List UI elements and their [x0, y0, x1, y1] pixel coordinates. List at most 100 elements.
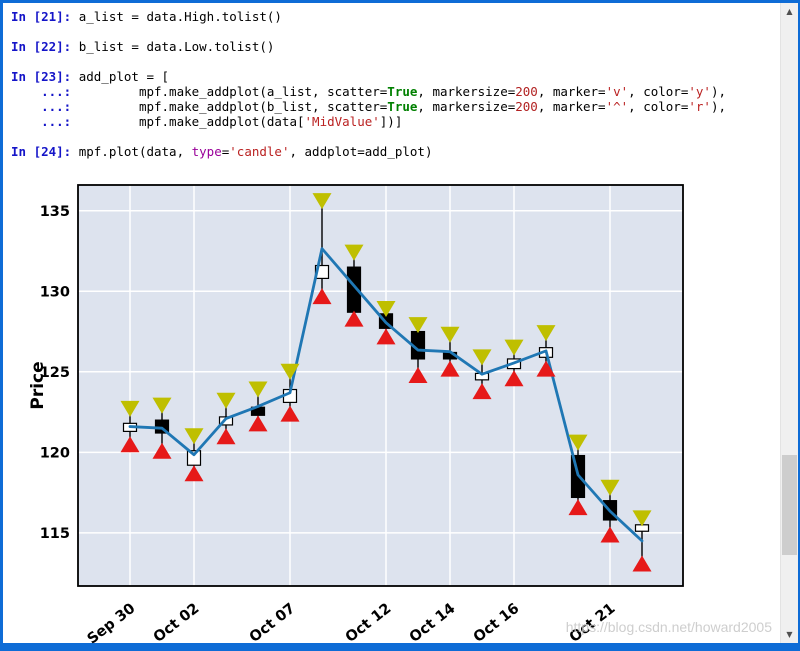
y-tick-label: 125	[40, 365, 70, 381]
code-segment: 200	[515, 84, 538, 99]
x-tick-label: Oct 16	[471, 601, 523, 645]
code-segment: , markersize=	[417, 99, 516, 114]
low-marker-icon	[216, 428, 236, 445]
high-marker-icon	[632, 510, 652, 527]
code-segment: =	[221, 144, 230, 159]
y-tick-label: 135	[40, 204, 70, 220]
code-segment: b_list = data.Low.tolist()	[78, 39, 275, 54]
watermark: https://blog.csdn.net/howard2005	[565, 619, 772, 635]
console-prompt: ...:	[11, 84, 79, 99]
high-marker-icon	[408, 317, 428, 334]
midvalue-line	[128, 247, 644, 543]
high-marker-icon	[440, 326, 460, 343]
low-marker-icon	[600, 526, 620, 543]
code-segment: ),	[710, 84, 726, 99]
y-tick-label: 130	[40, 284, 70, 300]
plot-border	[77, 184, 684, 587]
high-marker-icon	[216, 392, 236, 409]
code-segment: mpf.make_addplot(data[	[78, 114, 305, 129]
code-segment: True	[387, 84, 418, 99]
candle-body	[218, 416, 234, 426]
console-line: In [21]: a_list = data.High.tolist()	[11, 9, 776, 24]
code-segment: , color=	[628, 84, 689, 99]
code-segment: add_plot = [	[78, 69, 170, 84]
scrollbar-up-icon[interactable]: ▲	[786, 7, 793, 16]
high-marker-icon	[184, 428, 204, 445]
high-marker-icon	[376, 301, 396, 318]
x-tick-label: Oct 14	[407, 601, 459, 645]
console-line	[11, 24, 776, 39]
scrollbar-down-icon[interactable]: ▼	[786, 630, 793, 639]
high-marker-icon	[152, 397, 172, 414]
console-line: ...: mpf.make_addplot(data['MidValue'])]	[11, 114, 776, 129]
high-marker-icon	[568, 434, 588, 451]
console-prompt: In [23]:	[11, 69, 79, 84]
code-segment: a_list = data.High.tolist()	[78, 9, 282, 24]
x-tick-label: Oct 12	[343, 601, 395, 645]
candle-body	[186, 450, 202, 466]
scrollbar-thumb[interactable]	[782, 455, 797, 555]
console-line: ...: mpf.make_addplot(b_list, scatter=Tr…	[11, 99, 776, 114]
x-tick-label: Sep 30	[85, 601, 139, 645]
console-line: In [22]: b_list = data.Low.tolist()	[11, 39, 776, 54]
console-prompt: In [21]:	[11, 9, 79, 24]
candlestick-figure: 115 120 125 130 135 Sep 30 Oct 02 Oct 07 Oct 12 O…	[21, 175, 696, 645]
low-marker-icon	[120, 436, 140, 453]
low-marker-icon	[504, 370, 524, 387]
code-segment: 200	[515, 99, 538, 114]
console-line	[11, 129, 776, 144]
high-marker-icon	[344, 244, 364, 261]
code-segment: mpf.plot(data,	[78, 144, 192, 159]
code-segment: 'y'	[688, 84, 711, 99]
high-marker-icon	[280, 363, 300, 380]
low-marker-icon	[344, 310, 364, 327]
console-prompt: ...:	[11, 99, 79, 114]
code-segment: , marker=	[537, 84, 606, 99]
x-tick-label: Oct 07	[247, 601, 299, 645]
code-segment: ])]	[379, 114, 403, 129]
high-marker-icon	[600, 479, 620, 496]
code-segment: 'r'	[688, 99, 711, 114]
vertical-scrollbar[interactable]: ▲ ▼	[780, 3, 798, 643]
code-segment: ),	[710, 99, 726, 114]
y-tick-label: 120	[40, 445, 70, 461]
candlestick-chart: 115 120 125 130 135 Sep 30 Oct 02 Oct 07 Oct 12 O…	[28, 184, 684, 645]
console-line: In [23]: add_plot = [	[11, 69, 776, 84]
low-marker-icon	[184, 465, 204, 482]
low-marker-icon	[248, 415, 268, 432]
code-segment: True	[387, 99, 418, 114]
low-marker-icon	[632, 555, 652, 572]
low-marker-icon	[440, 360, 460, 377]
high-marker-icon	[536, 325, 556, 342]
console-prompt: In [22]:	[11, 39, 79, 54]
high-marker-icon	[312, 193, 332, 210]
low-marker-icon	[408, 367, 428, 384]
code-segment: , marker=	[537, 99, 606, 114]
low-marker-icon	[536, 360, 556, 377]
plot-area	[78, 185, 683, 586]
high-marker-icon	[504, 339, 524, 356]
code-segment: 'v'	[605, 84, 629, 99]
code-segment: 'MidValue'	[304, 114, 380, 129]
code-segment: mpf.make_addplot(b_list, scatter=	[78, 99, 388, 114]
low-marker-icon	[376, 328, 396, 345]
low-marker-icon	[312, 288, 332, 305]
high-marker-icon	[248, 381, 268, 398]
code-segment: type	[191, 144, 222, 159]
low-marker-icon	[568, 499, 588, 516]
low-marker-icon	[280, 405, 300, 422]
code-segment: 'candle'	[229, 144, 290, 159]
code-segment: , addplot=add_plot)	[289, 144, 433, 159]
code-segment: '^'	[605, 99, 629, 114]
console-line	[11, 54, 776, 69]
code-segment: , color=	[628, 99, 689, 114]
low-marker-icon	[152, 442, 172, 459]
console-line: ...: mpf.make_addplot(a_list, scatter=Tr…	[11, 84, 776, 99]
high-marker-icon	[120, 400, 140, 417]
x-tick-label: Oct 02	[151, 601, 203, 645]
code-segment: , markersize=	[417, 84, 516, 99]
console-prompt: ...:	[11, 114, 79, 129]
y-axis-label: Price	[28, 361, 48, 409]
y-tick-label: 115	[40, 526, 70, 542]
